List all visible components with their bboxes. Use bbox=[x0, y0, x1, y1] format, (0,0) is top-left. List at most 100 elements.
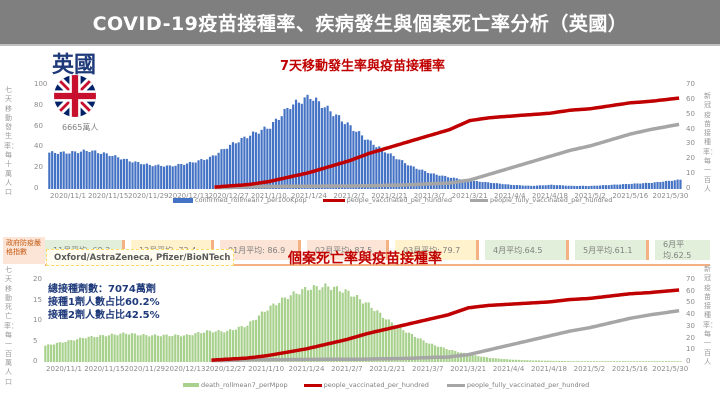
bar bbox=[286, 107, 289, 189]
legend-swatch-fully-2 bbox=[446, 383, 465, 387]
bar bbox=[552, 360, 555, 362]
chart1-plot-area bbox=[48, 94, 682, 190]
x-tick: 2021/4/18 bbox=[531, 365, 567, 373]
bar bbox=[260, 129, 263, 189]
bar bbox=[412, 166, 415, 189]
bar bbox=[306, 94, 309, 189]
chart1-left-axis-label: 七天移動發生率：每十萬人口 bbox=[4, 86, 18, 197]
chart1-legend: confirmed_rollmean7_per100Kpop people_va… bbox=[173, 196, 612, 204]
y-tick: 0 bbox=[33, 357, 38, 365]
bar bbox=[335, 114, 338, 189]
bar bbox=[421, 169, 424, 189]
bar bbox=[619, 184, 622, 189]
x-tick: 2021/2/21 bbox=[371, 192, 408, 200]
bar bbox=[208, 156, 212, 189]
legend-vaccinated: people_vaccinated_per_hundred bbox=[346, 196, 452, 204]
bar bbox=[561, 185, 564, 189]
x-tick: 2021/3/21 bbox=[451, 192, 488, 200]
bar bbox=[70, 339, 73, 362]
bar bbox=[550, 184, 553, 189]
x-tick: 2020/12/27 bbox=[208, 192, 249, 200]
bar bbox=[85, 150, 88, 189]
bar bbox=[183, 164, 186, 189]
bar bbox=[636, 183, 639, 189]
bar bbox=[366, 139, 369, 189]
bar bbox=[266, 310, 269, 362]
bar bbox=[304, 287, 307, 362]
bar bbox=[475, 180, 478, 189]
bar bbox=[205, 330, 209, 362]
x-tick: 2021/1/10 bbox=[248, 365, 285, 373]
bar bbox=[214, 155, 217, 189]
bar bbox=[653, 182, 656, 189]
legend-deaths: death_rollmean7_perMpop bbox=[201, 381, 288, 389]
bar bbox=[624, 183, 628, 189]
bar bbox=[413, 336, 416, 362]
bar bbox=[613, 184, 616, 189]
bar bbox=[243, 327, 246, 362]
bar bbox=[418, 169, 421, 189]
bar bbox=[140, 164, 143, 189]
bar bbox=[520, 360, 523, 362]
bar bbox=[51, 151, 54, 189]
bar bbox=[676, 179, 679, 189]
bar bbox=[581, 361, 584, 362]
bar bbox=[234, 143, 237, 189]
bar bbox=[73, 340, 76, 362]
bar bbox=[381, 148, 384, 189]
x-tick: 2021/4/18 bbox=[532, 192, 568, 200]
chart1-right-axis-label: 新冠疫苗接種率：每一百人 bbox=[703, 92, 717, 193]
bar bbox=[480, 356, 483, 362]
bar bbox=[458, 179, 461, 189]
bar bbox=[491, 358, 494, 362]
bar bbox=[188, 161, 191, 189]
bar bbox=[573, 185, 576, 189]
x-tick: 2020/11/29 bbox=[124, 365, 166, 373]
bar bbox=[76, 153, 80, 189]
bar bbox=[217, 330, 220, 362]
x-tick: 2021/2/21 bbox=[369, 365, 406, 373]
bar bbox=[71, 151, 74, 189]
bar bbox=[228, 144, 232, 189]
stat-total-doses: 總接種劑數：7074萬劑 bbox=[48, 284, 156, 295]
bar bbox=[376, 310, 379, 362]
bar bbox=[114, 155, 117, 189]
bar bbox=[667, 361, 671, 362]
bar bbox=[229, 329, 232, 362]
y-tick: 20 bbox=[34, 163, 43, 172]
bar bbox=[467, 180, 470, 189]
bar bbox=[156, 335, 160, 362]
bar bbox=[320, 107, 323, 189]
bar bbox=[477, 356, 480, 362]
x-tick: 2021/5/30 bbox=[652, 192, 689, 200]
x-tick: 2021/5/2 bbox=[574, 192, 606, 200]
country-name: 英國 bbox=[52, 53, 97, 78]
bar bbox=[563, 361, 567, 362]
y2-tick: 10 bbox=[686, 169, 695, 178]
bar bbox=[399, 326, 402, 362]
bar bbox=[650, 182, 653, 189]
bar bbox=[638, 361, 642, 362]
bar bbox=[318, 289, 321, 362]
bar bbox=[517, 359, 520, 362]
bar bbox=[177, 163, 180, 189]
bar bbox=[59, 151, 62, 189]
vaccinated-line bbox=[211, 288, 680, 362]
bar bbox=[177, 334, 180, 362]
bar bbox=[405, 332, 408, 362]
bar bbox=[122, 332, 125, 362]
bar bbox=[139, 335, 142, 362]
vaccine-brands-box: Oxford/AstraZeneca, Pfizer/BioNTech bbox=[46, 249, 234, 266]
bar bbox=[578, 185, 582, 189]
bar bbox=[401, 160, 404, 189]
bar bbox=[590, 185, 593, 189]
bar bbox=[185, 163, 189, 189]
bar bbox=[67, 340, 70, 362]
bar bbox=[260, 311, 263, 362]
bar bbox=[254, 132, 257, 189]
bar bbox=[297, 102, 300, 189]
bar bbox=[231, 142, 235, 189]
bar bbox=[662, 361, 665, 362]
bar bbox=[309, 99, 312, 189]
y2-tick: 20 bbox=[686, 333, 695, 342]
